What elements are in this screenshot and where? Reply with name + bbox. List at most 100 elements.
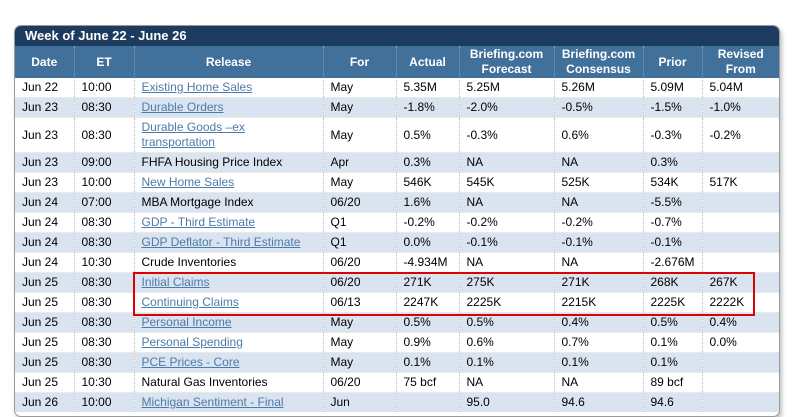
cell-date: Jun 24: [15, 192, 74, 213]
cell-et: 10:00: [73, 392, 134, 412]
cell-release: Initial Claims: [133, 272, 323, 293]
cell-revised: [701, 252, 779, 273]
release-link[interactable]: GDP Deflator - Third Estimate: [141, 235, 301, 249]
table-row: Jun 25 08:30 Personal Income May 0.5% 0.5% 0.4…: [15, 312, 779, 333]
cell-prior: -0.1%: [642, 232, 702, 253]
cell-date: Jun 24: [15, 252, 74, 273]
cell-actual: 75 bcf: [395, 372, 459, 393]
cell-et: 10:30: [73, 372, 134, 393]
table-row: Jun 23 08:30 Durable Orders May -1.8% -2.0% -0…: [15, 97, 779, 118]
release-link[interactable]: Michigan Sentiment - Final: [141, 395, 284, 409]
cell-release: GDP - Third Estimate: [133, 212, 323, 233]
cell-prior: -1.5%: [642, 97, 702, 118]
cell-et: 07:00: [73, 192, 134, 213]
column-header-prior: Prior: [642, 46, 702, 78]
cell-consensus: NA: [553, 372, 643, 393]
cell-revised: 0.0%: [701, 332, 779, 353]
column-header-actual: Actual: [395, 46, 459, 78]
cell-prior: 5.09M: [642, 78, 702, 98]
cell-actual: -4.934M: [395, 252, 459, 273]
cell-prior: -5.5%: [642, 192, 702, 213]
cell-actual: 0.5%: [395, 117, 459, 153]
cell-for: 06/20: [322, 252, 396, 273]
cell-release: New Home Sales: [133, 172, 323, 193]
column-header-forecast: Briefing.com Forecast: [458, 46, 554, 78]
cell-consensus: NA: [553, 252, 643, 273]
cell-forecast: -2.0%: [458, 97, 554, 118]
cell-et: 08:30: [73, 97, 134, 118]
cell-prior: 534K: [642, 172, 702, 193]
cell-date: Jun 26: [15, 392, 74, 412]
cell-release: Existing Home Sales: [133, 78, 323, 98]
cell-forecast: NA: [458, 372, 554, 393]
cell-revised: [701, 352, 779, 373]
cell-actual: 2247K: [395, 292, 459, 313]
cell-for: Q1: [322, 232, 396, 253]
column-header-date: Date: [15, 46, 74, 78]
cell-et: 10:00: [73, 78, 134, 98]
cell-consensus: 0.6%: [553, 117, 643, 153]
cell-date: Jun 23: [15, 117, 74, 153]
cell-forecast: 95.0: [458, 392, 554, 412]
cell-release: Natural Gas Inventories: [133, 372, 323, 393]
cell-forecast: NA: [458, 192, 554, 213]
cell-actual: 0.3%: [395, 152, 459, 173]
economic-calendar-panel: Week of June 22 - June 26 Date ET Release F…: [14, 25, 780, 417]
release-link[interactable]: GDP - Third Estimate: [141, 215, 256, 229]
cell-revised: -0.2%: [701, 117, 779, 153]
cell-release: Personal Income: [133, 312, 323, 333]
release-link[interactable]: Durable Goods –ex transportation: [141, 120, 245, 149]
cell-forecast: -0.2%: [458, 212, 554, 233]
release-link[interactable]: Existing Home Sales: [141, 80, 253, 94]
cell-consensus: NA: [553, 152, 643, 173]
cell-date: Jun 25: [15, 292, 74, 313]
cell-prior: 0.1%: [642, 352, 702, 373]
cell-actual: 546K: [395, 172, 459, 193]
cell-for: Jun: [322, 392, 396, 412]
release-link[interactable]: Personal Spending: [141, 335, 243, 349]
cell-for: 06/20: [322, 272, 396, 293]
cell-for: 06/20: [322, 192, 396, 213]
cell-release: Michigan Sentiment - Final: [133, 392, 323, 412]
cell-actual: 5.35M: [395, 78, 459, 98]
release-link[interactable]: New Home Sales: [141, 175, 235, 189]
cell-date: Jun 25: [15, 272, 74, 293]
table-row: Jun 24 10:30 Crude Inventories 06/20 -4.934M…: [15, 252, 779, 273]
cell-et: 08:30: [73, 352, 134, 373]
cell-release: Crude Inventories: [133, 252, 323, 273]
cell-consensus: 5.26M: [553, 78, 643, 98]
cell-for: Q1: [322, 212, 396, 233]
cell-release: Durable Goods –ex transportation: [133, 117, 323, 153]
cell-revised: [701, 372, 779, 393]
cell-actual: 0.0%: [395, 232, 459, 253]
release-link[interactable]: Continuing Claims: [141, 295, 239, 309]
cell-revised: 2222K: [701, 292, 779, 313]
cell-prior: 2225K: [642, 292, 702, 313]
cell-et: 08:30: [73, 272, 134, 293]
cell-revised: 5.04M: [701, 78, 779, 98]
table-row: Jun 25 08:30 PCE Prices - Core May 0.1% 0.1% 0…: [15, 352, 779, 373]
cell-release: Personal Spending: [133, 332, 323, 353]
cell-prior: 94.6: [642, 392, 702, 412]
cell-revised: 0.4%: [701, 312, 779, 333]
release-link[interactable]: Personal Income: [141, 315, 232, 329]
cell-actual: 0.1%: [395, 352, 459, 373]
table-row: Jun 24 08:30 GDP Deflator - Third Estimate…: [15, 232, 779, 253]
cell-prior: 0.5%: [642, 312, 702, 333]
cell-et: 10:30: [73, 252, 134, 273]
release-link[interactable]: PCE Prices - Core: [141, 355, 240, 369]
economic-calendar-table: Date ET Release For Actual Briefing.com Forec…: [15, 46, 779, 412]
cell-date: Jun 23: [15, 172, 74, 193]
cell-forecast: -0.3%: [458, 117, 554, 153]
cell-prior: 89 bcf: [642, 372, 702, 393]
cell-for: 06/13: [322, 292, 396, 313]
release-link[interactable]: Initial Claims: [141, 275, 210, 289]
cell-revised: [701, 232, 779, 253]
cell-forecast: 0.5%: [458, 312, 554, 333]
release-link[interactable]: Durable Orders: [141, 100, 224, 114]
cell-et: 08:30: [73, 332, 134, 353]
cell-date: Jun 25: [15, 372, 74, 393]
cell-consensus: 94.6: [553, 392, 643, 412]
cell-actual: 0.5%: [395, 312, 459, 333]
cell-consensus: -0.5%: [553, 97, 643, 118]
